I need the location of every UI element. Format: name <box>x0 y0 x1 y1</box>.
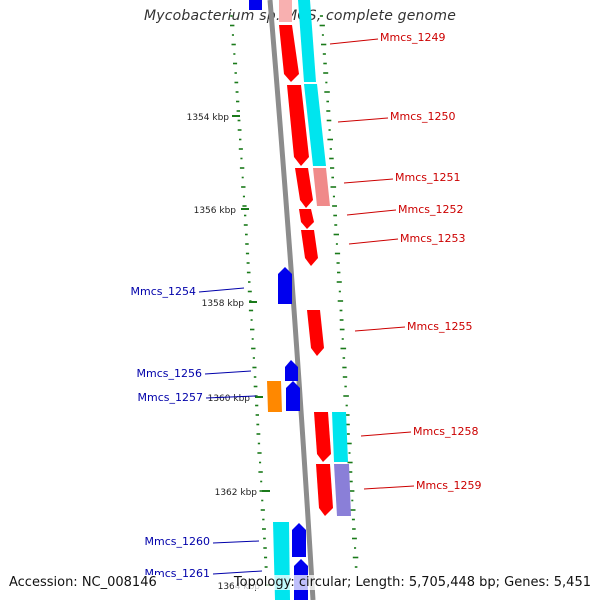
gene-label-mmcs-1261[interactable]: Mmcs_1261 <box>145 567 210 580</box>
genome-backbone <box>267 0 316 600</box>
kbp-label: 1354 kbp <box>187 113 230 123</box>
cyan-feature[interactable] <box>304 84 326 166</box>
gene-label-mmcs-1252[interactable]: Mmcs_1252 <box>398 203 463 216</box>
cds-arrow-mmcs-1254[interactable] <box>278 267 292 304</box>
cds-arrow-mmcs-1257[interactable] <box>286 381 300 411</box>
gene-label-mmcs-1256[interactable]: Mmcs_1256 <box>137 367 202 380</box>
cyan-feature[interactable] <box>298 0 316 82</box>
light-red-feature[interactable] <box>313 168 330 206</box>
cds-arrow-light[interactable] <box>279 0 292 22</box>
kbp-label: 1360 kbp <box>208 394 251 404</box>
cds-arrow-mmcs-1251[interactable] <box>295 168 313 208</box>
gc-content-track-left <box>230 15 268 568</box>
gc-content-track-right <box>319 15 359 568</box>
forward-cds-track <box>279 0 333 516</box>
cds-arrow-mmcs-1258[interactable] <box>314 412 331 462</box>
gene-label-mmcs-1251[interactable]: Mmcs_1251 <box>395 171 460 184</box>
gene-label-mmcs-1255[interactable]: Mmcs_1255 <box>407 320 472 333</box>
gene-label-mmcs-1250[interactable]: Mmcs_1250 <box>390 110 455 123</box>
genome-stats-text: Topology: circular; Length: 5,705,448 bp… <box>233 575 591 590</box>
kbp-label: 1362 kbp <box>215 488 258 498</box>
cds-arrow-mmcs-1257-orange[interactable] <box>267 381 282 412</box>
gene-label-mmcs-1249[interactable]: Mmcs_1249 <box>380 31 445 44</box>
gene-labels-left: Mmcs_1254 Mmcs_1256 Mmcs_1257 Mmcs_1260 … <box>131 285 263 580</box>
cds-arrow-mmcs-1260[interactable] <box>292 523 306 557</box>
cds-arrow-mmcs-1252[interactable] <box>299 209 314 229</box>
gene-label-mmcs-1257[interactable]: Mmcs_1257 <box>138 391 203 404</box>
cds-arrow-mmcs-1259[interactable] <box>316 464 333 516</box>
cyan-feature[interactable] <box>332 412 348 462</box>
gene-label-mmcs-1254[interactable]: Mmcs_1254 <box>131 285 196 298</box>
gene-label-mmcs-1253[interactable]: Mmcs_1253 <box>400 232 465 245</box>
gene-label-mmcs-1259[interactable]: Mmcs_1259 <box>416 479 481 492</box>
cds-arrow-mmcs-1250[interactable] <box>287 85 309 166</box>
kbp-label: 1356 kbp <box>194 206 237 216</box>
lavender-feature[interactable] <box>334 464 351 516</box>
accession-text: Accession: NC_008146 <box>9 575 160 590</box>
cds-arrow-top-reverse[interactable] <box>249 0 262 10</box>
cds-arrow-mmcs-1253[interactable] <box>301 230 318 266</box>
gene-label-mmcs-1258[interactable]: Mmcs_1258 <box>413 425 478 438</box>
kbp-scale: 1354 kbp 1356 kbp 1358 kbp 1360 kbp 1362… <box>187 113 273 592</box>
kbp-label: 1358 kbp <box>202 299 245 309</box>
gene-label-mmcs-1260[interactable]: Mmcs_1260 <box>145 535 210 548</box>
cds-arrow-mmcs-1255[interactable] <box>307 310 324 356</box>
reverse-cds-track <box>249 0 308 600</box>
gene-labels-right: Mmcs_1249 Mmcs_1250 Mmcs_1251 Mmcs_1252 … <box>329 31 481 492</box>
cds-arrow-mmcs-1256[interactable] <box>285 360 298 381</box>
cds-arrow-mmcs-1249[interactable] <box>279 25 299 82</box>
